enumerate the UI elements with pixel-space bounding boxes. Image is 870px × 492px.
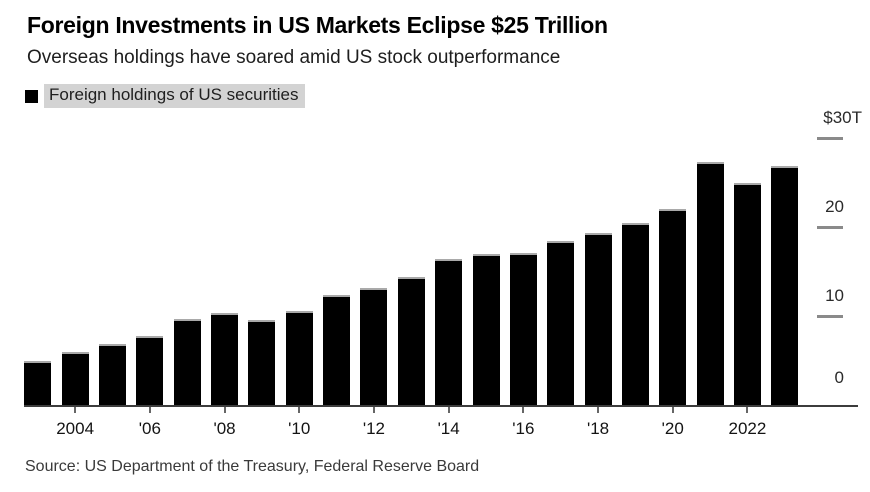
bar-2007: [173, 318, 201, 405]
x-label-2018: '18: [586, 419, 610, 438]
bar-2017: [547, 241, 575, 405]
bar-2003: [24, 361, 52, 405]
bar-2014: [435, 259, 463, 405]
y-label-10: 10: [825, 286, 844, 305]
x-tick-2018: [597, 407, 600, 413]
bar-2023: [771, 165, 799, 405]
bar-2020: [659, 209, 687, 405]
bar-2008: [211, 313, 239, 405]
x-tick-2010: [298, 407, 301, 413]
chart-title: Foreign Investments in US Markets Eclips…: [27, 12, 608, 38]
x-label-2006: '06: [138, 419, 161, 438]
bar-2012: [360, 287, 388, 405]
x-label-2022: 2022: [728, 419, 767, 438]
legend-swatch-icon: [25, 89, 38, 103]
bar-2015: [472, 253, 500, 405]
x-tick-2012: [372, 407, 375, 413]
y-label-30: $30T: [823, 108, 862, 127]
x-tick-2022: [746, 407, 749, 413]
x-tick-2020: [671, 407, 674, 413]
bar-2022: [733, 183, 761, 405]
y-label-20: 20: [825, 197, 844, 216]
x-label-2010: '10: [288, 419, 311, 438]
y-label-0: 0: [834, 368, 844, 387]
x-label-2012: '12: [362, 419, 386, 438]
legend: Foreign holdings of US securities: [25, 84, 306, 108]
x-axis-line: [24, 405, 858, 407]
x-tick-2014: [447, 407, 450, 413]
bar-2011: [323, 294, 351, 405]
bar-2006: [136, 336, 164, 405]
y-tick-30: [817, 137, 843, 140]
x-label-2014: '14: [437, 419, 460, 438]
source-note: Source: US Department of the Treasury, F…: [25, 458, 480, 475]
x-tick-2016: [522, 407, 525, 413]
bar-2018: [584, 233, 612, 405]
x-label-2004: 2004: [56, 419, 95, 438]
bar-2009: [248, 319, 276, 405]
chart-subtitle: Overseas holdings have soared amid US st…: [27, 47, 561, 68]
y-tick-20: [817, 226, 843, 229]
bar-2019: [621, 222, 649, 405]
x-label-2008: '08: [213, 419, 236, 438]
x-tick-2004: [74, 407, 77, 413]
bar-2005: [99, 344, 126, 405]
y-tick-10: [817, 315, 843, 318]
bar-2021: [696, 162, 724, 405]
x-tick-2008: [223, 407, 226, 413]
bar-2010: [285, 310, 313, 405]
x-label-2016: '16: [512, 419, 535, 438]
legend-label: Foreign holdings of US securities: [44, 84, 306, 108]
bar-2004: [61, 351, 89, 405]
bar-2013: [397, 276, 425, 405]
x-label-2020: '20: [661, 419, 684, 438]
x-tick-2006: [148, 407, 151, 413]
bar-2016: [509, 252, 537, 405]
